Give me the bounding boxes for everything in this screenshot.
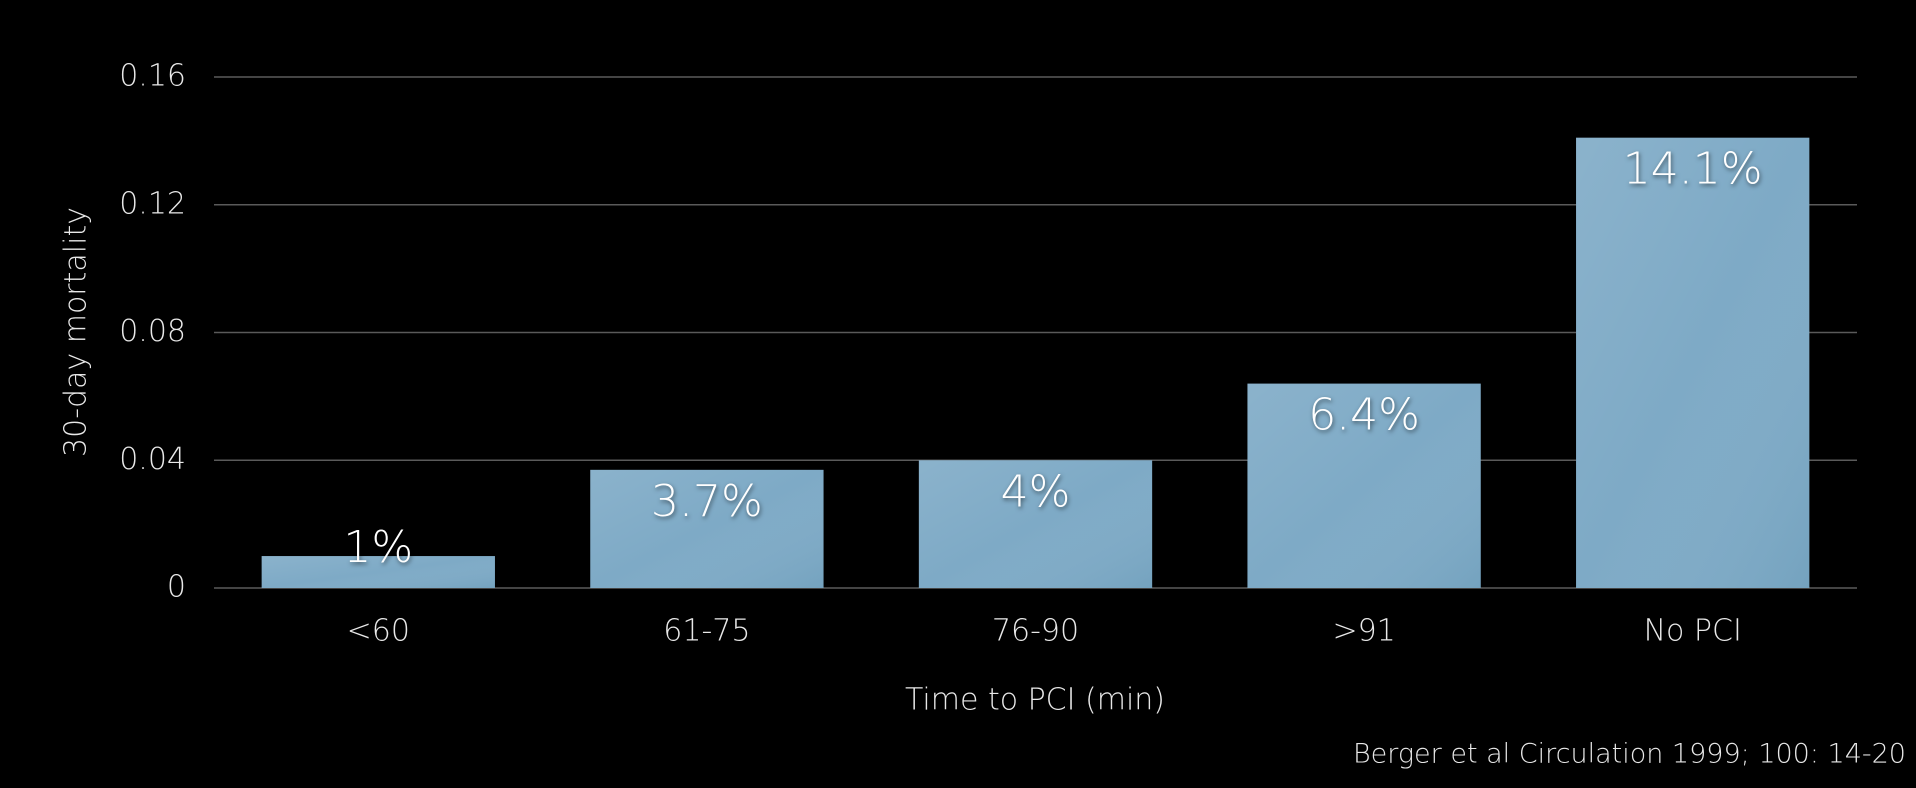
source-citation: Berger et al Circulation 1999; 100: 14-2… bbox=[1353, 739, 1906, 770]
bar-sheen bbox=[918, 460, 1153, 588]
x-tick-label: <60 bbox=[347, 614, 410, 649]
y-axis-label: 30-day mortality bbox=[59, 207, 94, 457]
x-tick-label: 76-90 bbox=[992, 614, 1079, 649]
value-label: 4% bbox=[1001, 466, 1071, 517]
bar-sheen bbox=[1576, 137, 1810, 588]
x-tick-label: No PCI bbox=[1644, 614, 1742, 649]
bar-sheen bbox=[261, 556, 495, 588]
y-tick-label: 0.12 bbox=[119, 186, 186, 221]
value-label: 6.4% bbox=[1308, 390, 1420, 441]
x-axis-label: Time to PCI (min) bbox=[905, 683, 1165, 718]
bar-sheen bbox=[590, 469, 824, 588]
value-label: 3.7% bbox=[651, 476, 763, 527]
y-tick-label: 0.04 bbox=[119, 442, 186, 477]
value-label: 14.1% bbox=[1623, 144, 1763, 195]
y-tick-label: 0 bbox=[167, 570, 186, 605]
value-label: 1% bbox=[343, 522, 413, 573]
x-tick-label: >91 bbox=[1332, 614, 1395, 649]
y-tick-label: 0.08 bbox=[119, 314, 186, 349]
bar-sheen bbox=[1247, 383, 1481, 588]
x-tick-label: 61-75 bbox=[663, 614, 750, 649]
y-tick-label: 0.16 bbox=[119, 59, 186, 94]
